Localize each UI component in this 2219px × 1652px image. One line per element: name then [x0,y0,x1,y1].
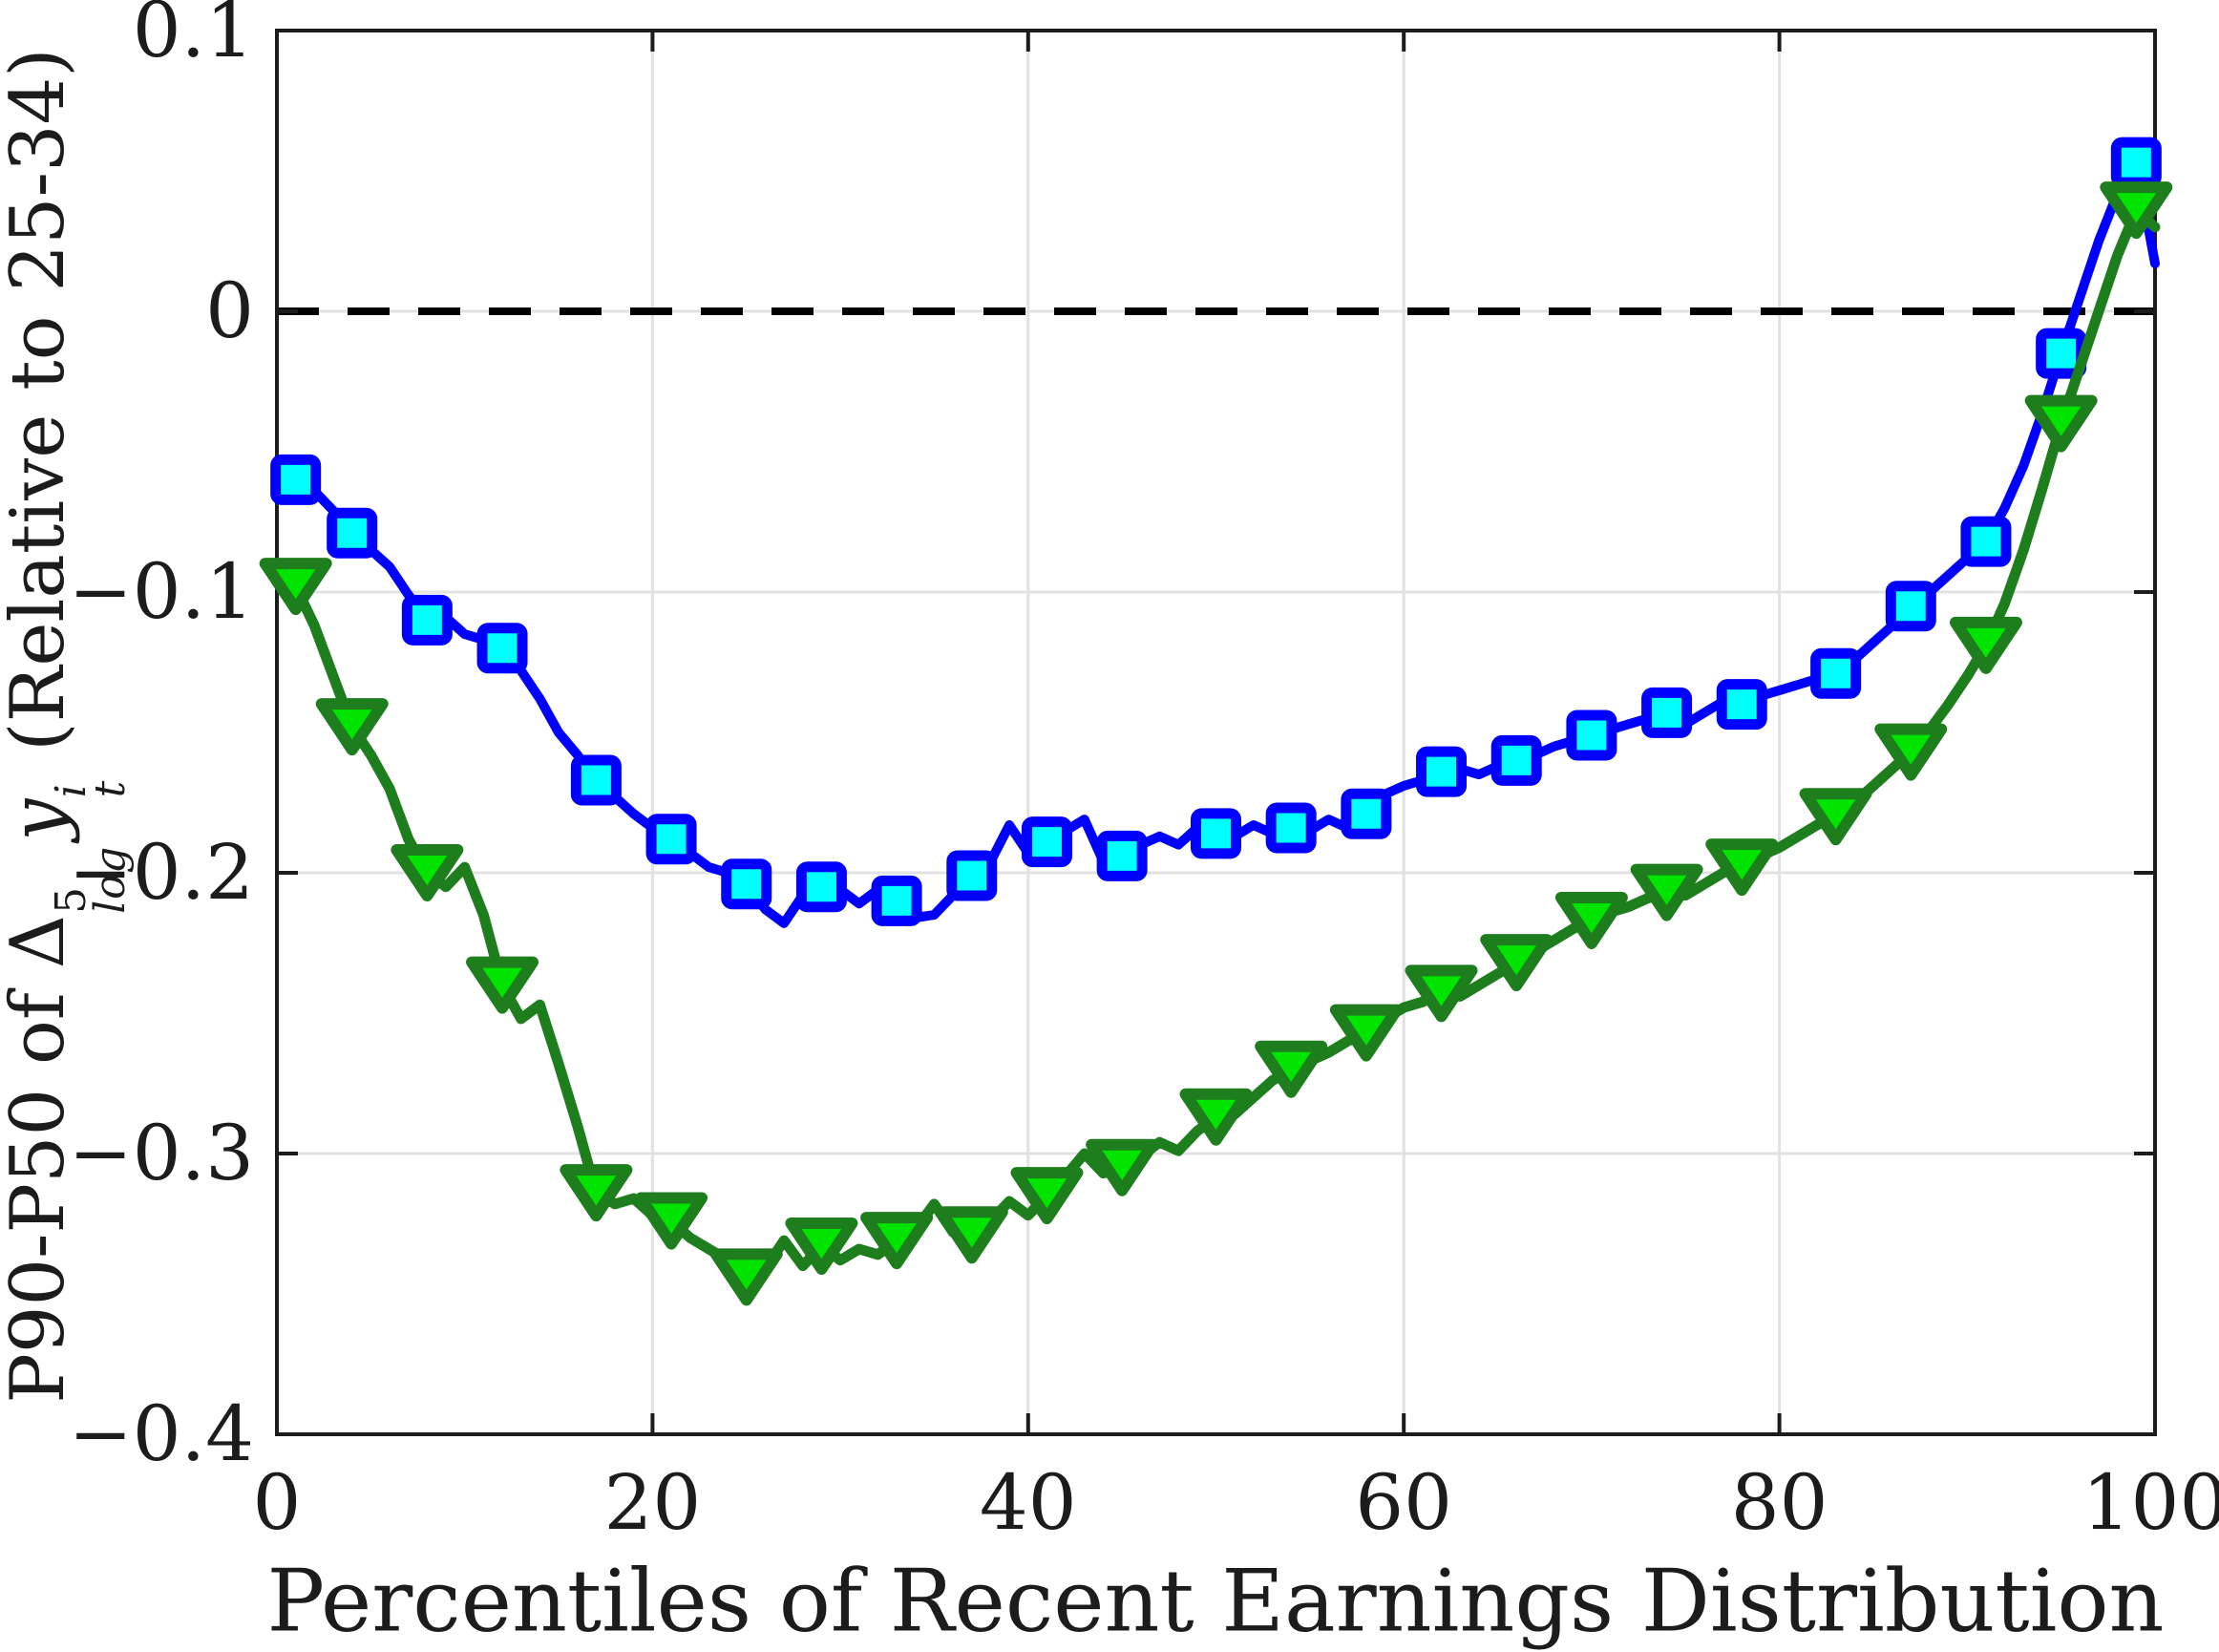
marker-square [476,623,528,674]
marker-square [1641,687,1693,738]
axes-box [275,29,2157,1436]
marker-square [327,507,378,559]
marker-triangle-down [391,844,464,901]
marker-triangle-down [860,1212,934,1270]
marker-triangle-down [1179,1088,1253,1146]
marker-triangle-down [785,1218,858,1276]
x-tick-label: 100 [2082,1458,2219,1547]
ylabel-suffix: (Relative to 25-34) [0,48,82,775]
marker-square [1416,746,1468,797]
marker-triangle-down [1480,934,1553,992]
y-axis-label: P90-P50 of Δ 5 log y i t (Relative to 25-34) [0,48,136,1404]
x-tick-label: 40 [979,1458,1077,1547]
y-tick-label: −0.1 [68,547,254,636]
x-tick-label: 80 [1730,1458,1828,1547]
marker-square [946,850,998,901]
marker-square [1265,802,1317,854]
marker-square [270,454,322,505]
xlabel-text: Percentiles of Recent Earnings Distribut… [266,1551,2165,1652]
marker-square [871,875,922,926]
marker-triangle-down [1949,616,2022,674]
marker-square [1960,516,2012,567]
marker-triangle-down [1329,1004,1403,1062]
marker-triangle-down [2100,181,2173,240]
marker-square [1021,816,1072,868]
x-tick-label: 20 [603,1458,702,1547]
marker-square [1490,734,1542,786]
marker-square [1566,710,1617,761]
marker-triangle-down [1874,723,1948,781]
marker-triangle-down [935,1206,1008,1264]
marker-triangle-down [2024,394,2098,453]
y-tick-label: −0.4 [68,1389,254,1478]
marker-triangle-down [466,956,539,1014]
marker-triangle-down [1554,891,1628,949]
marker-triangle-down [259,558,332,616]
marker-triangle-down [1405,964,1478,1023]
marker-square [1341,788,1392,839]
marker-square [1096,830,1148,881]
marker-triangle-down [560,1164,633,1222]
marker-triangle-down [1086,1138,1159,1197]
marker-triangle-down [1799,788,1872,846]
marker-square [1191,808,1241,859]
marker-square [570,754,622,806]
y-tick-label: 0.1 [132,0,254,74]
marker-triangle-down [1705,838,1779,897]
marker-triangle-down [1255,1040,1328,1098]
y-tick-label: −0.2 [68,828,254,917]
variable-superscript: i [46,783,95,798]
marker-square [1810,647,1862,699]
variable-subscript-t: t [86,779,136,798]
ylabel-prefix: P90-P50 of [0,968,82,1404]
x-axis-label: Percentiles of Recent Earnings Distribut… [266,1552,2164,1652]
y-tick-label: −0.3 [68,1109,254,1197]
marker-square [401,594,453,646]
x-tick-label: 60 [1355,1458,1453,1547]
marker-square [721,858,772,910]
marker-triangle-down [315,698,389,756]
marker-square [645,814,697,865]
delta-symbol: Δ [0,915,82,969]
marker-square [795,861,847,913]
delta-subscript: log [86,845,136,914]
marker-triangle-down [1630,863,1703,921]
marker-triangle-down [635,1192,708,1250]
delta-superscript: 5 [46,886,95,914]
variable-y: y [0,798,82,841]
marker-triangle-down [1010,1167,1084,1225]
marker-square [1716,679,1767,731]
x-tick-label: 0 [252,1458,302,1547]
y-tick-label: 0 [205,266,254,355]
marker-square [1885,581,1936,632]
marker-square [2110,137,2162,188]
delta-scripts: 5 log [46,845,136,914]
marker-triangle-down [709,1248,783,1306]
